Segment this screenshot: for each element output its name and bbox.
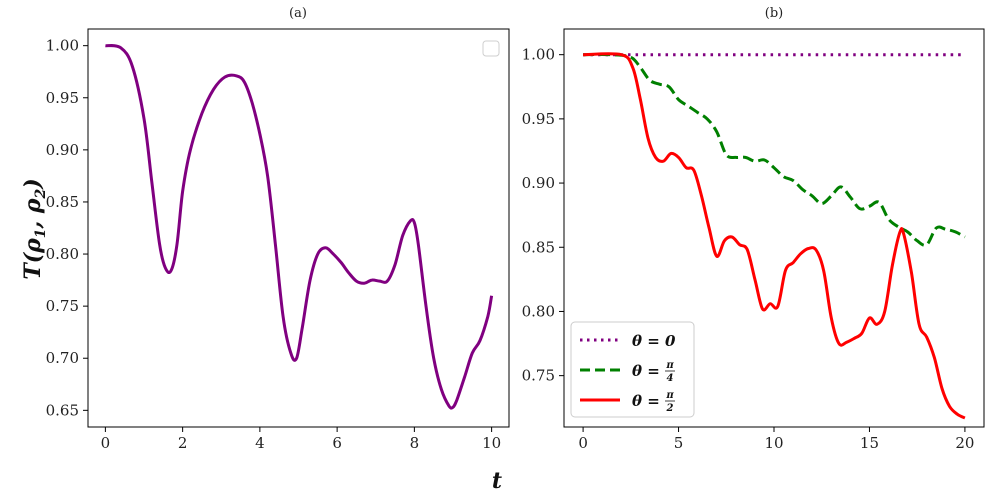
y-tick-label: 0.80 bbox=[46, 245, 79, 263]
y-tick-label: 0.80 bbox=[522, 302, 555, 320]
x-tick-label: 15 bbox=[860, 434, 879, 452]
panel-b-ticks: 0 5 10 15 20 0.75 0.80 0.85 0.90 0.95 1.00 bbox=[522, 46, 975, 452]
panel-a: (a) 0 2 4 6 8 10 0.65 0.70 0.75 0.80 0.85 0.90 0.95 1… bbox=[46, 6, 510, 452]
legend-frac-pi4-num: π bbox=[665, 360, 674, 371]
legend-frac-pi2-num: π bbox=[665, 390, 674, 401]
y-tick-label: 0.90 bbox=[522, 174, 555, 192]
legend-label-theta-pi2: θ = bbox=[632, 392, 660, 410]
y-tick-label: 0.90 bbox=[46, 141, 79, 159]
y-tick-label: 0.70 bbox=[46, 349, 79, 367]
x-tick-label: 0 bbox=[101, 434, 111, 452]
y-tick-label: 1.00 bbox=[46, 37, 79, 55]
legend-frac-pi2-den: 2 bbox=[666, 403, 674, 414]
x-tick-label: 8 bbox=[410, 434, 420, 452]
y-tick-label: 0.95 bbox=[522, 110, 555, 128]
x-tick-label: 10 bbox=[482, 434, 501, 452]
x-tick-label: 6 bbox=[332, 434, 342, 452]
y-tick-label: 1.00 bbox=[522, 46, 555, 64]
panel-a-frame bbox=[87, 28, 510, 428]
series-line-b-2 bbox=[583, 52, 966, 420]
x-tick-label: 4 bbox=[255, 434, 265, 452]
x-tick-label: 0 bbox=[578, 434, 588, 452]
panel-a-title: (a) bbox=[289, 6, 307, 21]
panel-b-title: (b) bbox=[765, 6, 783, 21]
series-line-a-0 bbox=[105, 44, 494, 410]
y-axis-label: T(ρ1, ρ2) bbox=[20, 178, 49, 279]
x-tick-label: 5 bbox=[674, 434, 684, 452]
panel-b-legend: θ = 0 θ = π 4 θ = π 2 bbox=[570, 321, 695, 418]
y-tick-label: 0.75 bbox=[522, 367, 555, 385]
panel-b: (b) 0 5 10 15 20 0.75 0.80 0.85 0.90 0.95 1.00 θ =… bbox=[522, 6, 985, 452]
legend-frac-pi4-den: 4 bbox=[667, 373, 674, 384]
legend-label-theta-pi4: θ = bbox=[632, 362, 660, 380]
x-tick-label: 10 bbox=[764, 434, 783, 452]
series-line-b-1 bbox=[583, 52, 966, 247]
x-tick-label: 20 bbox=[955, 434, 974, 452]
x-axis-label: t bbox=[492, 468, 502, 494]
y-tick-label: 0.65 bbox=[46, 401, 79, 419]
y-tick-label: 0.85 bbox=[46, 193, 79, 211]
y-tick-label: 0.75 bbox=[46, 297, 79, 315]
panel-a-legend-box bbox=[482, 40, 500, 57]
legend-frame bbox=[570, 321, 695, 418]
y-tick-label: 0.95 bbox=[46, 89, 79, 107]
legend-label-theta0: θ = 0 bbox=[632, 332, 676, 350]
y-tick-label: 0.85 bbox=[522, 238, 555, 256]
panel-a-ticks: 0 2 4 6 8 10 0.65 0.70 0.75 0.80 0.85 0.90 0.95 1.00 bbox=[46, 37, 502, 452]
panel-a-plot-area bbox=[105, 44, 494, 410]
panel-b-plot-area bbox=[583, 52, 966, 420]
x-tick-label: 2 bbox=[178, 434, 188, 452]
